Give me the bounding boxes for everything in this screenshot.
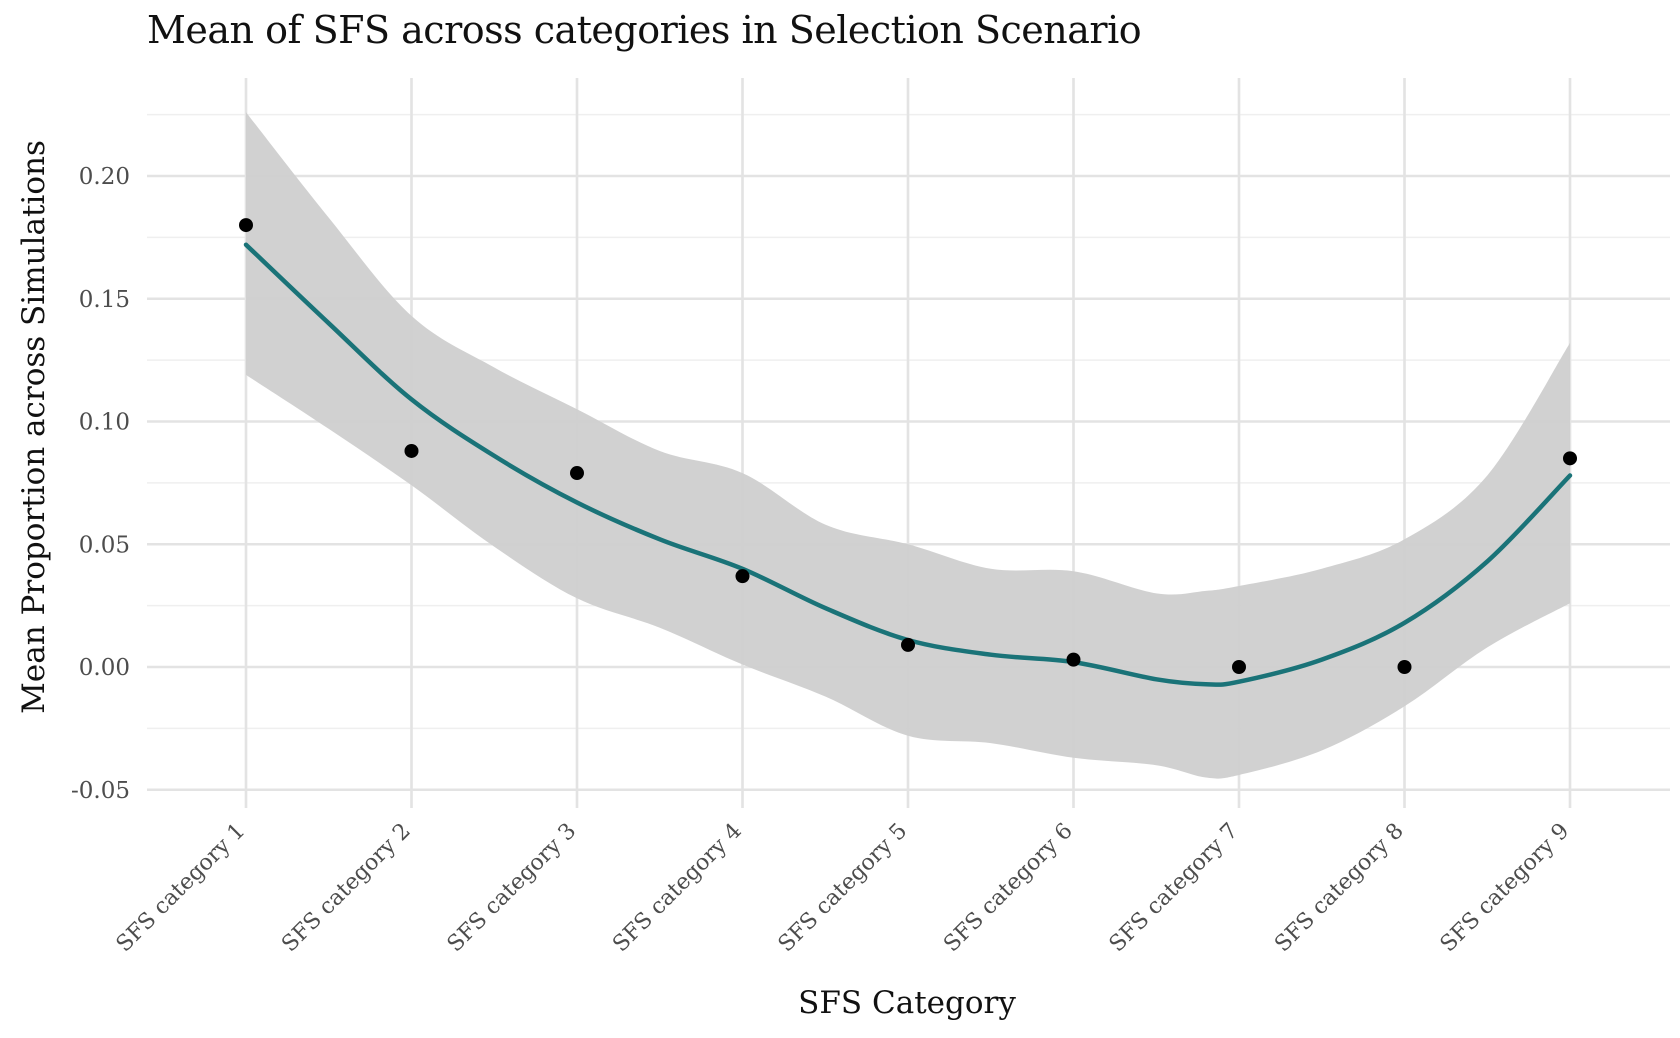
y-tick-label: 0.05 xyxy=(79,532,130,558)
x-tick-label: SFS category 7 xyxy=(1105,819,1244,958)
y-tick-label: 0.15 xyxy=(79,287,130,313)
y-tick-label: -0.05 xyxy=(71,778,130,804)
data-point xyxy=(570,466,584,481)
x-tick-label: SFS category 5 xyxy=(774,819,913,958)
data-point xyxy=(1232,660,1246,674)
data-point xyxy=(404,443,419,458)
data-point xyxy=(1066,652,1081,667)
y-tick-label: 0.20 xyxy=(79,164,130,190)
x-axis-title: SFS Category xyxy=(798,985,1016,1021)
y-tick-label: 0.10 xyxy=(79,410,130,436)
chart-title: Mean of SFS across categories in Selecti… xyxy=(147,8,1142,52)
x-tick-label: SFS category 2 xyxy=(277,819,416,958)
data-point xyxy=(735,569,750,584)
x-tick-label: SFS category 3 xyxy=(443,819,582,958)
smooth-trend-line xyxy=(243,242,1573,687)
y-axis-ticks: -0.05 0.00 0.05 0.10 0.15 0.20 xyxy=(71,164,130,804)
data-point xyxy=(1563,451,1577,466)
data-point xyxy=(1397,660,1412,674)
data-points xyxy=(239,218,1577,674)
x-axis-ticks: SFS category 1 SFS category 2 SFS category… xyxy=(112,819,1575,958)
confidence-band xyxy=(246,112,1570,779)
x-tick-label: SFS category 1 xyxy=(112,819,251,958)
data-point xyxy=(901,637,915,652)
x-tick-label: SFS category 8 xyxy=(1270,819,1409,958)
x-tick-label: SFS category 9 xyxy=(1436,819,1575,958)
y-tick-label: 0.00 xyxy=(79,655,130,681)
x-tick-label: SFS category 4 xyxy=(608,819,747,958)
x-tick-label: SFS category 6 xyxy=(939,819,1078,958)
data-point xyxy=(239,218,253,233)
y-axis-title: Mean Proportion across Simulations xyxy=(16,140,52,714)
